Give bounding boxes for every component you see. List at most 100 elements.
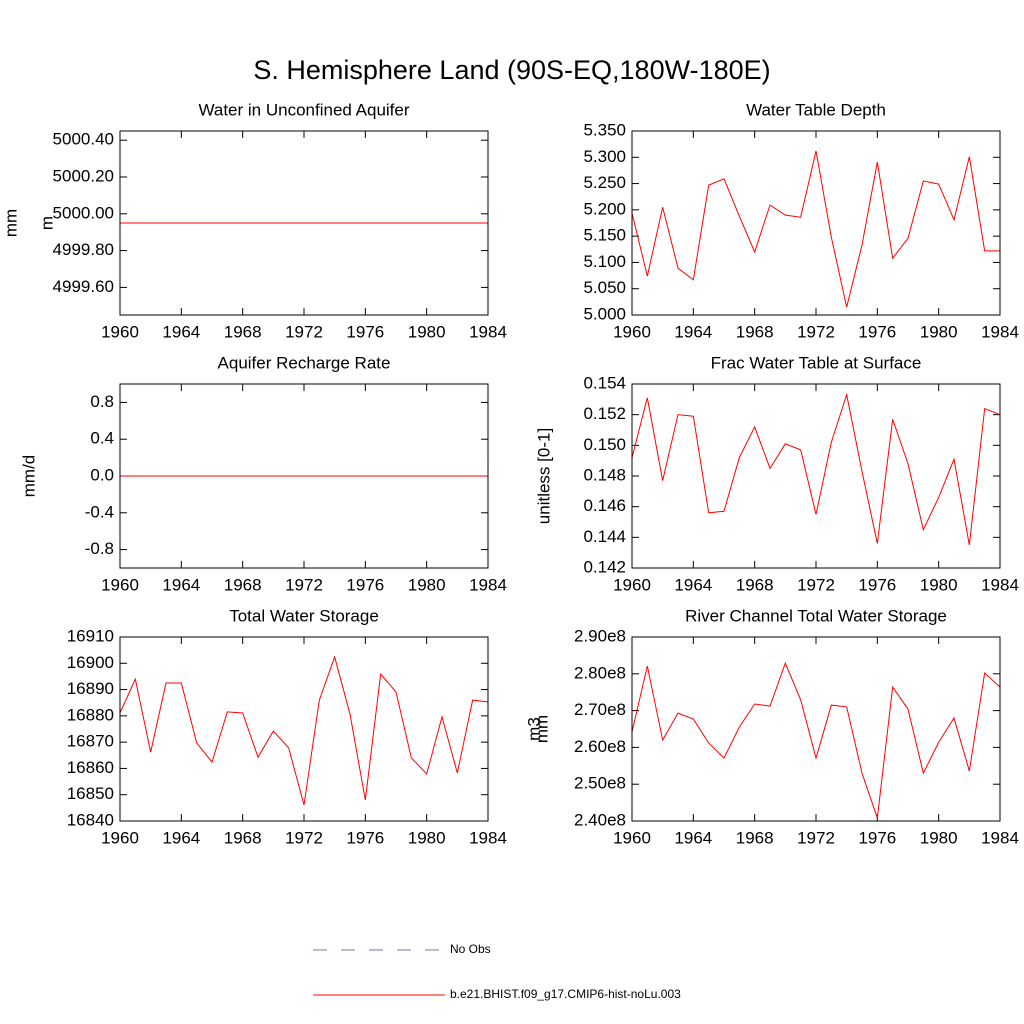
x-tick-label: 1968 <box>224 828 262 847</box>
y-tick-label: 16910 <box>67 626 114 645</box>
y-tick-label: 2.40e8 <box>574 810 626 829</box>
x-tick-label: 1972 <box>797 828 835 847</box>
x-tick-label: 1980 <box>920 828 958 847</box>
x-tick-label: 1976 <box>858 322 896 341</box>
y-tick-label: 5000.40 <box>53 130 114 149</box>
plot-frame <box>119 383 489 569</box>
x-tick-label: 1984 <box>469 828 507 847</box>
x-tick-label: 1976 <box>858 828 896 847</box>
x-tick-label: 1960 <box>101 575 139 594</box>
figure-title: S. Hemisphere Land (90S-EQ,180W-180E) <box>253 55 770 85</box>
y-tick-label: 5000.20 <box>53 166 114 185</box>
x-tick-label: 1972 <box>797 322 835 341</box>
x-tick-label: 1960 <box>101 828 139 847</box>
y-tick-label: 5.000 <box>583 304 626 323</box>
y-tick-label: 5.350 <box>583 120 626 139</box>
x-tick-label: 1960 <box>613 322 651 341</box>
y-axis-label: mm <box>532 715 551 743</box>
x-tick-label: 1980 <box>408 575 446 594</box>
x-tick-label: 1964 <box>162 322 200 341</box>
x-tick-label: 1960 <box>613 575 651 594</box>
x-tick-label: 1984 <box>469 322 507 341</box>
panel-title: Total Water Storage <box>229 606 379 625</box>
y-tick-label: 0.148 <box>583 465 626 484</box>
x-tick-label: 1980 <box>920 322 958 341</box>
data-line <box>631 392 1001 546</box>
y-tick-label: 16850 <box>67 784 114 803</box>
y-tick-label: 16870 <box>67 732 114 751</box>
panel-title: Water Table Depth <box>746 100 886 119</box>
x-tick-label: 1976 <box>346 828 384 847</box>
y-tick-label: 0.150 <box>583 435 626 454</box>
y-tick-label: 4999.60 <box>53 277 114 296</box>
x-tick-label: 1980 <box>408 828 446 847</box>
y-axis-label: unitless [0-1] <box>534 428 553 524</box>
y-tick-label: 2.90e8 <box>574 626 626 645</box>
x-tick-label: 1964 <box>674 575 712 594</box>
panel-title: River Channel Total Water Storage <box>685 606 947 625</box>
x-tick-label: 1972 <box>797 575 835 594</box>
plot-frame <box>631 130 1001 316</box>
x-tick-label: 1976 <box>346 322 384 341</box>
y-tick-label: -0.4 <box>85 502 114 521</box>
data-line <box>631 150 1000 308</box>
x-tick-label: 1984 <box>981 322 1019 341</box>
x-tick-label: 1960 <box>101 322 139 341</box>
x-tick-label: 1980 <box>920 575 958 594</box>
y-tick-label: 0.144 <box>583 527 626 546</box>
y-tick-label: 5.300 <box>583 147 626 166</box>
y-tick-label: 4999.80 <box>53 240 114 259</box>
y-axis-label: m3 <box>524 717 543 741</box>
x-tick-label: 1980 <box>408 322 446 341</box>
panel-title: Frac Water Table at Surface <box>711 353 922 372</box>
y-tick-label: 0.142 <box>583 557 626 576</box>
y-tick-label: 5.250 <box>583 173 626 192</box>
y-axis-label: mm/d <box>19 455 38 498</box>
plot-frame <box>631 383 1001 569</box>
y-tick-label: 16880 <box>67 705 114 724</box>
y-tick-label: 16860 <box>67 758 114 777</box>
x-tick-label: 1972 <box>285 322 323 341</box>
y-tick-label: 2.50e8 <box>574 774 626 793</box>
y-tick-label: 5.200 <box>583 199 626 218</box>
x-tick-label: 1968 <box>736 322 774 341</box>
y-tick-label: 16890 <box>67 679 114 698</box>
x-tick-label: 1984 <box>469 575 507 594</box>
y-tick-label: -0.8 <box>85 539 114 558</box>
y-tick-label: 5000.00 <box>53 203 114 222</box>
y-tick-label: 0.154 <box>583 373 626 392</box>
y-tick-label: 0.152 <box>583 404 626 423</box>
plot-frame <box>631 636 1001 822</box>
x-tick-label: 1972 <box>285 575 323 594</box>
x-tick-label: 1968 <box>736 575 774 594</box>
y-tick-label: 5.100 <box>583 252 626 271</box>
x-tick-label: 1968 <box>224 322 262 341</box>
x-tick-label: 1964 <box>162 575 200 594</box>
x-tick-label: 1984 <box>981 575 1019 594</box>
y-tick-label: 0.146 <box>583 496 626 515</box>
legend-label: No Obs <box>450 942 491 956</box>
x-tick-label: 1964 <box>162 828 200 847</box>
x-tick-label: 1960 <box>613 828 651 847</box>
y-tick-label: 0.0 <box>90 465 114 484</box>
x-tick-label: 1976 <box>858 575 896 594</box>
plot-frame <box>119 130 489 316</box>
y-axis-label: m <box>37 216 56 230</box>
x-tick-label: 1964 <box>674 828 712 847</box>
x-tick-label: 1976 <box>346 575 384 594</box>
y-tick-label: 5.050 <box>583 278 626 297</box>
plot-frame <box>119 636 489 822</box>
y-tick-label: 2.70e8 <box>574 700 626 719</box>
panel-title: Water in Unconfined Aquifer <box>198 100 409 119</box>
x-tick-label: 1968 <box>736 828 774 847</box>
y-tick-label: 2.80e8 <box>574 663 626 682</box>
y-tick-label: 5.150 <box>583 226 626 245</box>
x-tick-label: 1984 <box>981 828 1019 847</box>
panel-title: Aquifer Recharge Rate <box>218 353 391 372</box>
x-tick-label: 1968 <box>224 575 262 594</box>
y-axis-label: mm <box>1 209 20 237</box>
x-tick-label: 1964 <box>674 322 712 341</box>
y-tick-label: 0.8 <box>90 392 114 411</box>
